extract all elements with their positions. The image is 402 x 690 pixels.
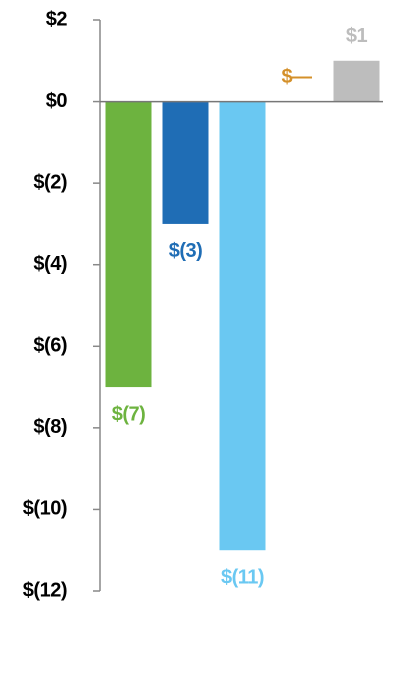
bar bbox=[333, 60, 380, 102]
bar bbox=[105, 101, 152, 388]
value-label: $1 bbox=[346, 25, 368, 47]
bar bbox=[219, 101, 266, 551]
y-tick-label: $(2) bbox=[33, 171, 67, 193]
value-label: $(7) bbox=[112, 403, 146, 425]
bar bbox=[162, 101, 209, 224]
y-tick-label: $(8) bbox=[33, 416, 67, 438]
value-label: $(3) bbox=[169, 240, 203, 262]
y-tick-label: $(10) bbox=[23, 498, 67, 520]
y-tick-label: $0 bbox=[46, 90, 68, 112]
y-tick-label: $(4) bbox=[33, 253, 67, 275]
value-label: $(11) bbox=[221, 566, 264, 588]
value-label: $— bbox=[281, 66, 312, 88]
y-tick-label: $2 bbox=[46, 8, 68, 30]
y-tick-label: $(6) bbox=[33, 335, 67, 357]
y-tick-label: $(12) bbox=[23, 579, 67, 601]
